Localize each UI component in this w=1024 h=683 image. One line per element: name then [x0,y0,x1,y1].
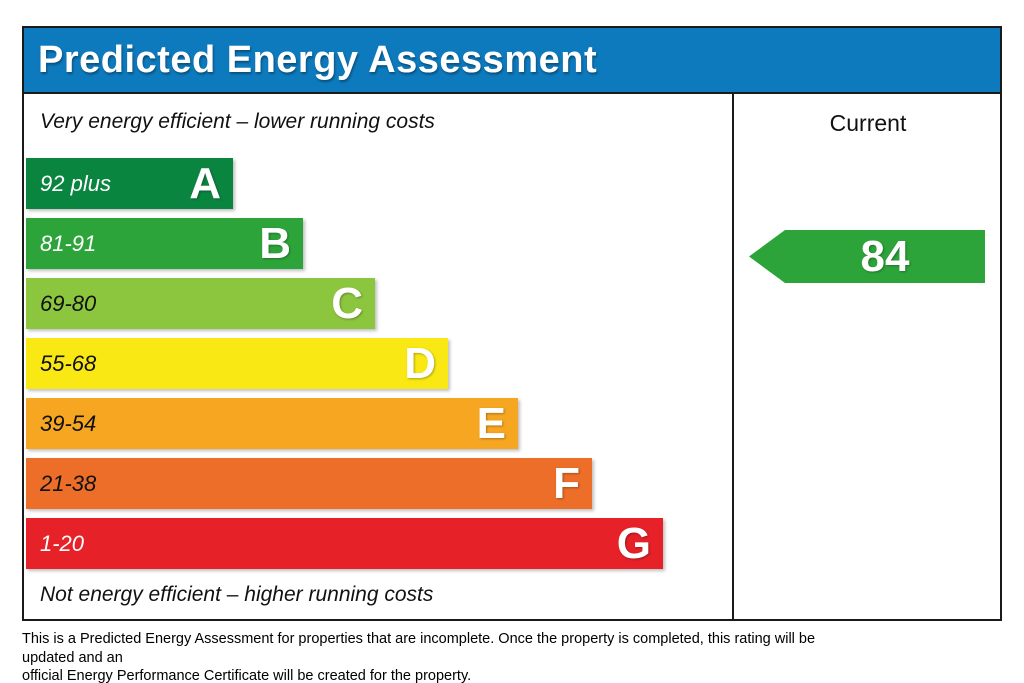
epc-content: Very energy efficient – lower running co… [24,94,1000,619]
epc-bands: 92 plus A 81-91 B 69-80 C 55-68 D 39-54 E 21-38 F 1-… [26,158,663,578]
band-letter: E [476,398,506,448]
band-letter: B [259,218,291,268]
band-range-label: 21-38 [40,470,97,496]
band-range-label: 81-91 [40,230,97,256]
band-range-label: 92 plus [40,170,111,196]
epc-header: Predicted Energy Assessment [24,28,1000,94]
epc-band-row-f: 21-38 F [26,458,592,509]
bottom-caption: Not energy efficient – higher running co… [40,583,434,606]
band-letter: C [331,278,363,328]
current-rating-arrow: 84 [749,230,985,283]
band-range-label: 1-20 [40,530,85,556]
band-letter: A [189,158,221,208]
footer-line-2: official Energy Performance Certificate … [22,668,472,683]
band-letter: G [616,518,651,568]
top-caption: Very energy efficient – lower running co… [40,110,435,133]
band-range-label: 39-54 [40,410,97,436]
epc-band-row-a: 92 plus A [26,158,233,209]
band-letter: D [404,338,436,388]
epc-band-row-b: 81-91 B [26,218,303,269]
epc-rating-chart: Very energy efficient – lower running co… [24,94,730,619]
left-arrow-icon [749,230,985,283]
band-range-label: 69-80 [40,290,97,316]
footer-note: This is a Predicted Energy Assessment fo… [22,630,852,683]
epc-band-row-d: 55-68 D [26,338,448,389]
band-range-label: 55-68 [40,350,97,376]
band-letter: F [553,458,580,508]
current-column-header: Current [829,110,907,136]
epc-box: Predicted Energy Assessment Very energy … [22,26,1002,621]
epc-band-row-e: 39-54 E [26,398,518,449]
epc-band-row-c: 69-80 C [26,278,375,329]
page-title: Predicted Energy Assessment [38,38,598,81]
current-column: Current 84 [732,94,1002,619]
footer-line-1: This is a Predicted Energy Assessment fo… [22,631,816,666]
current-rating-value: 84 [860,231,910,281]
epc-band-row-g: 1-20 G [26,518,663,569]
